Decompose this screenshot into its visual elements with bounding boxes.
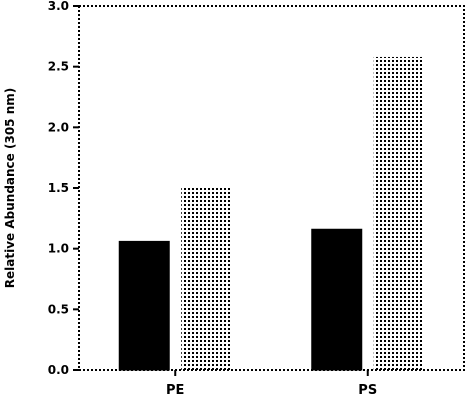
bar-ps-series-1: [311, 228, 363, 371]
y-tick-label: 3.0: [48, 0, 69, 13]
x-tick-label: PE: [166, 383, 184, 398]
y-axis: 0.0 0.5 1.0 1.5 2.0 2.5 3.0: [48, 0, 79, 377]
plot-area: [78, 5, 465, 371]
y-tick-label: 1.5: [48, 181, 69, 195]
y-tick-label: 0.5: [48, 302, 69, 316]
y-axis-title: Relative Abundance (305 nm): [3, 88, 17, 288]
bar-ps-series-2: [373, 56, 424, 371]
y-tick-label: 1.0: [48, 242, 69, 256]
bar-pe-series-2: [181, 188, 232, 370]
x-tick-label: PS: [358, 383, 377, 398]
y-tick-label: 2.5: [48, 60, 69, 74]
y-tick-label: 0.0: [48, 363, 69, 377]
bar-pe-series-1: [118, 240, 170, 371]
y-tick-label: 2.0: [48, 120, 69, 134]
x-axis: PE PS: [166, 370, 377, 398]
